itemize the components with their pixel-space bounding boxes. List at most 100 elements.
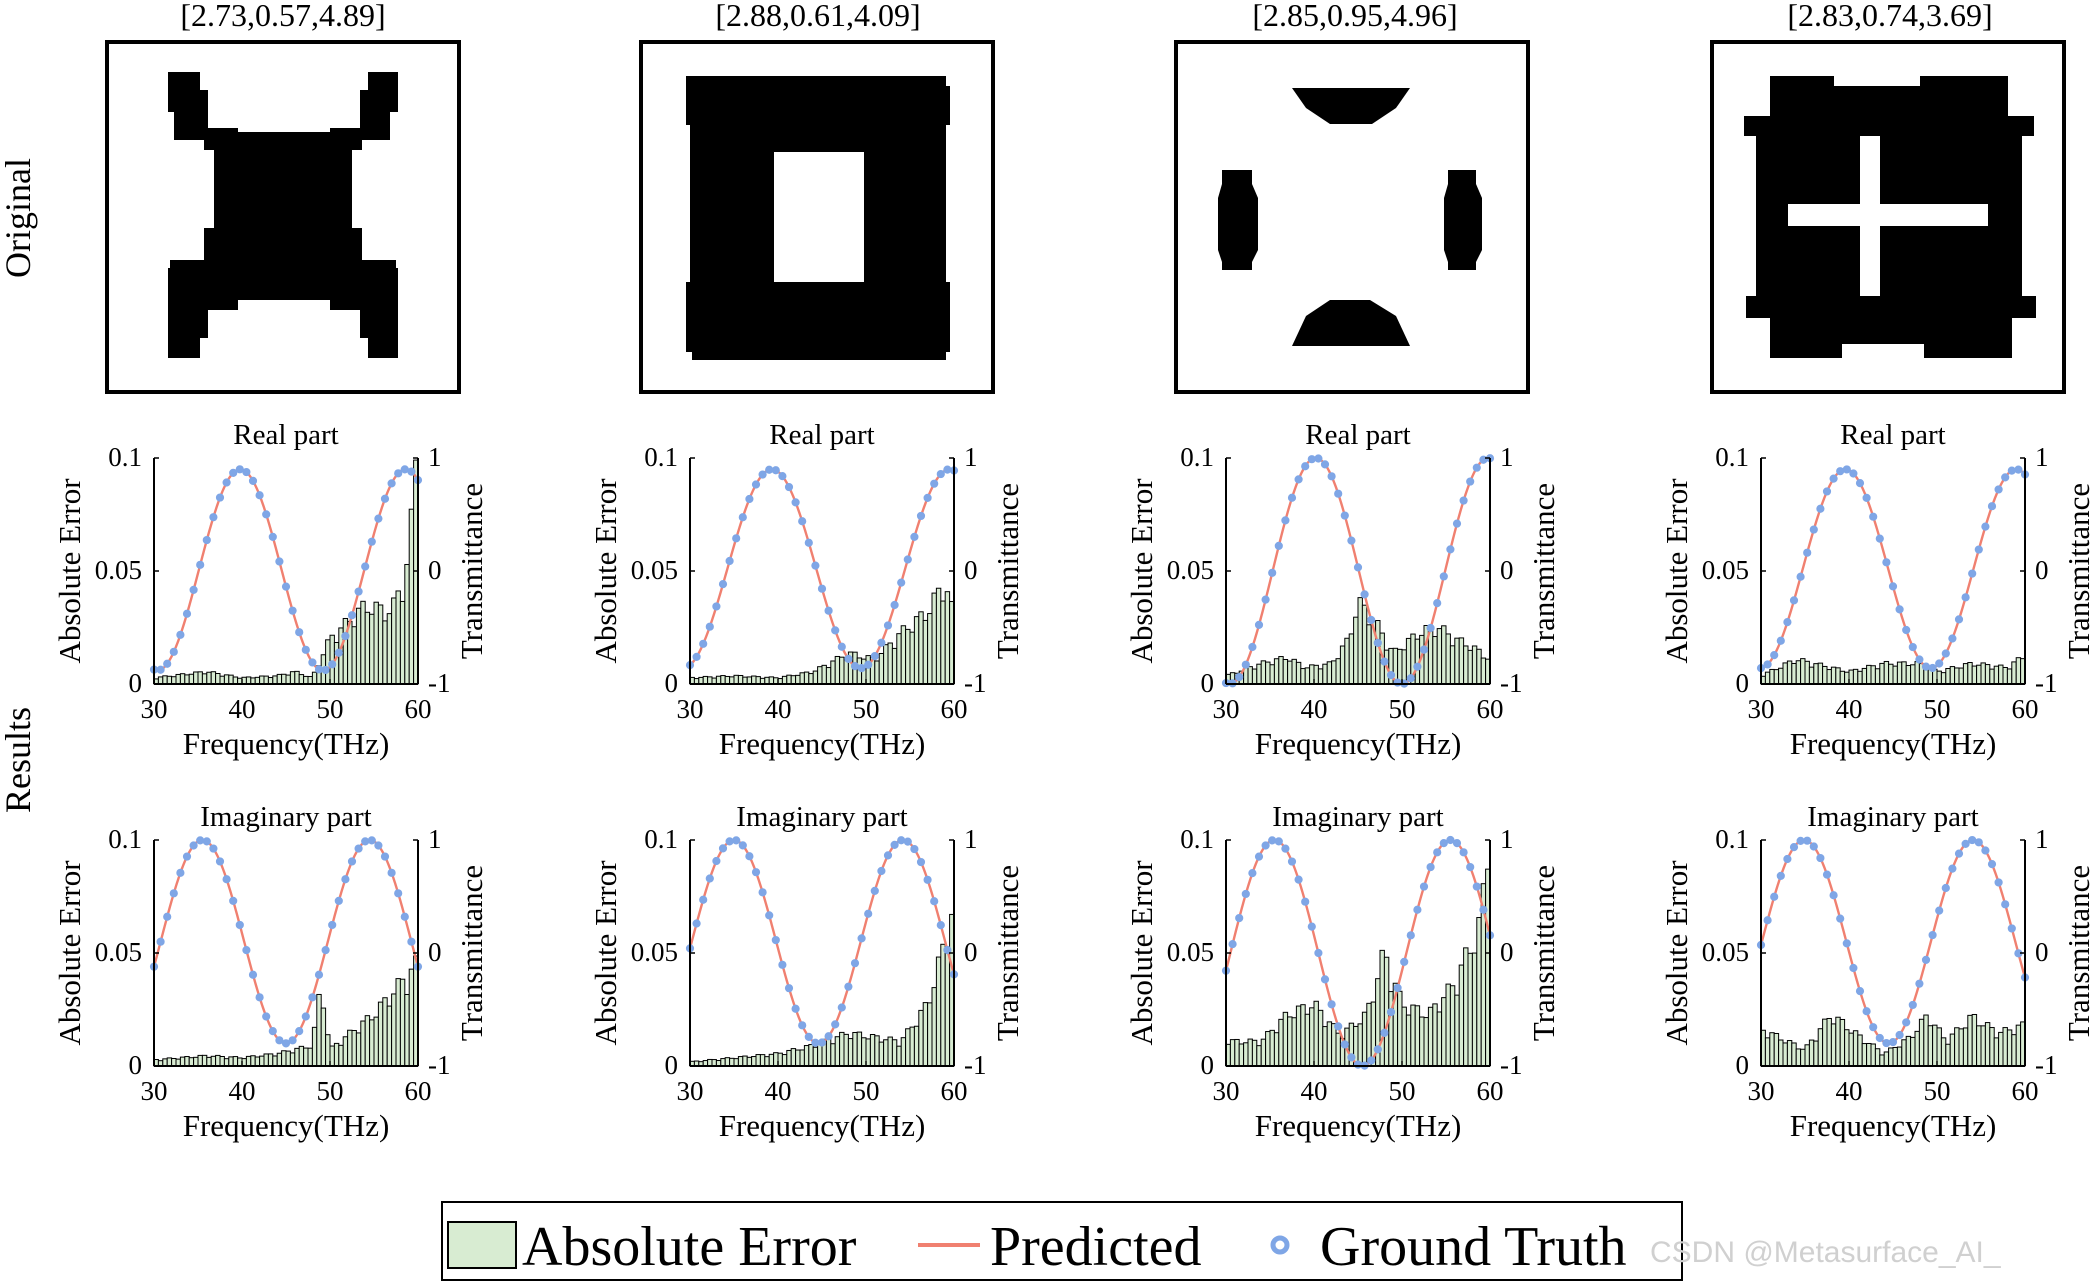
error-bar: [1335, 658, 1341, 685]
error-bar: [1419, 1016, 1425, 1067]
ground-truth-point: [268, 532, 277, 541]
error-bar: [408, 968, 415, 1067]
ground-truth-point: [281, 582, 291, 591]
ground-truth-point: [1921, 662, 1931, 671]
ground-truth-point: [817, 1038, 827, 1047]
error-bar: [386, 613, 393, 685]
error-bar: [1976, 1025, 1982, 1067]
ground-truth-point: [209, 513, 218, 522]
error-bar: [219, 675, 225, 685]
ground-truth-point: [222, 875, 231, 884]
error-bar: [307, 676, 313, 685]
error-bar: [399, 978, 406, 1067]
error-bar: [1247, 1038, 1253, 1067]
chart-title: Real part: [1840, 419, 1945, 451]
error-bar: [259, 1055, 265, 1067]
ground-truth-point: [1862, 1007, 1871, 1016]
chart-panel-imaginary-design-4: 30 40 50 60 0 0.05 0.1 -1 0 1 Imaginary part Freque…: [1659, 801, 2096, 1143]
x-axis-label: Frequency(THz): [183, 726, 390, 761]
error-bar: [1861, 667, 1868, 685]
ground-truth-point: [1347, 536, 1356, 545]
x-tick-label: 60: [941, 694, 968, 724]
chart-panel-imaginary-design-3: 30 40 50 60 0 0.05 0.1 -1 0 1 Imaginary part Freque…: [1124, 801, 1561, 1143]
ground-truth-point: [712, 856, 721, 866]
x-tick-label: 30: [677, 1076, 704, 1106]
y-tick-label-right: 0: [1500, 555, 1514, 585]
ground-truth-point: [314, 665, 324, 674]
ground-truth-point: [837, 1003, 846, 1012]
error-bar: [834, 1036, 841, 1067]
x-tick-label: 50: [317, 694, 344, 724]
error-bar: [1326, 1021, 1333, 1067]
chart-title: Real part: [1305, 419, 1410, 451]
ground-truth-point: [831, 626, 840, 635]
error-bar: [1295, 661, 1302, 685]
ground-truth-point: [176, 868, 185, 877]
x-tick-label: 60: [2012, 1076, 2039, 1106]
error-bar: [1410, 1004, 1416, 1067]
y-tick-label-left: 0: [1201, 668, 1215, 698]
x-tick-label: 50: [853, 1076, 880, 1106]
ground-truth-point: [1902, 625, 1911, 635]
x-tick-label: 60: [1477, 1076, 1504, 1106]
error-bar: [852, 1031, 858, 1067]
error-bar: [1441, 625, 1447, 685]
ground-truth-point: [1235, 913, 1244, 923]
ground-truth-point: [1320, 460, 1330, 469]
ground-truth-point: [407, 937, 416, 946]
error-bar: [830, 660, 836, 685]
error-bar: [289, 1052, 296, 1067]
x-tick-label: 50: [853, 694, 880, 724]
legend: Absolute Error Predicted Ground Truth: [441, 1201, 1683, 1281]
error-bar: [245, 676, 252, 685]
error-bar: [210, 1055, 217, 1067]
error-bar: [1300, 1004, 1306, 1067]
ground-truth-point: [1994, 485, 2003, 494]
error-bar: [817, 666, 823, 685]
error-bar: [193, 1056, 199, 1067]
ground-truth-point: [268, 1027, 277, 1036]
ground-truth-point: [394, 889, 403, 898]
ground-truth-point: [705, 622, 714, 631]
ground-truth-point: [1829, 474, 1838, 483]
error-bar: [940, 943, 946, 1067]
error-bar: [720, 675, 726, 685]
ground-truth-point: [1301, 897, 1310, 906]
y-axis-label-left: Absolute Error: [588, 860, 623, 1046]
predicted-line: [688, 838, 956, 1045]
y-tick-label-right: -1: [1500, 668, 1523, 698]
ground-truth-point: [1241, 660, 1250, 669]
error-bar: [1870, 665, 1876, 685]
error-bar: [1454, 994, 1460, 1067]
error-bar: [1839, 1018, 1846, 1067]
error-bar: [755, 676, 761, 685]
ground-truth-point: [1248, 642, 1257, 652]
y-axis-label-left: Absolute Error: [1659, 478, 1694, 664]
ground-truth-point: [1882, 1038, 1891, 1048]
error-bar: [373, 1016, 379, 1067]
chart-panel-real-design-4: 30 40 50 60 0 0.05 0.1 -1 0 1 Real part Frequency(T…: [1659, 419, 2096, 761]
ground-truth-point: [334, 648, 343, 657]
ground-truth-point: [811, 561, 820, 570]
ground-truth-point: [1340, 511, 1349, 520]
ground-truth-point: [1961, 593, 1970, 602]
error-bar: [1967, 1014, 1973, 1067]
error-bar: [316, 993, 322, 1067]
unit-cell-design-2: [639, 40, 995, 394]
ground-truth-point: [1327, 1000, 1336, 1009]
y-axis-label-right: Transmittance: [990, 483, 1025, 659]
ground-truth-point: [1974, 545, 1983, 554]
error-bar: [830, 1043, 836, 1067]
error-bar: [338, 1044, 344, 1067]
design-2-parameters: [2.88,0.61,4.09]: [715, 0, 920, 33]
error-bar: [1905, 1035, 1912, 1067]
ground-truth-point: [275, 1036, 284, 1045]
ground-truth-point: [1334, 489, 1343, 498]
error-bar: [790, 675, 797, 685]
error-bar: [1273, 1032, 1280, 1067]
error-bar: [228, 1056, 234, 1067]
ground-truth-point: [890, 600, 899, 610]
ground-truth-point: [341, 875, 350, 884]
error-bar: [839, 656, 845, 685]
y-axis-label-left: Absolute Error: [1124, 860, 1159, 1046]
